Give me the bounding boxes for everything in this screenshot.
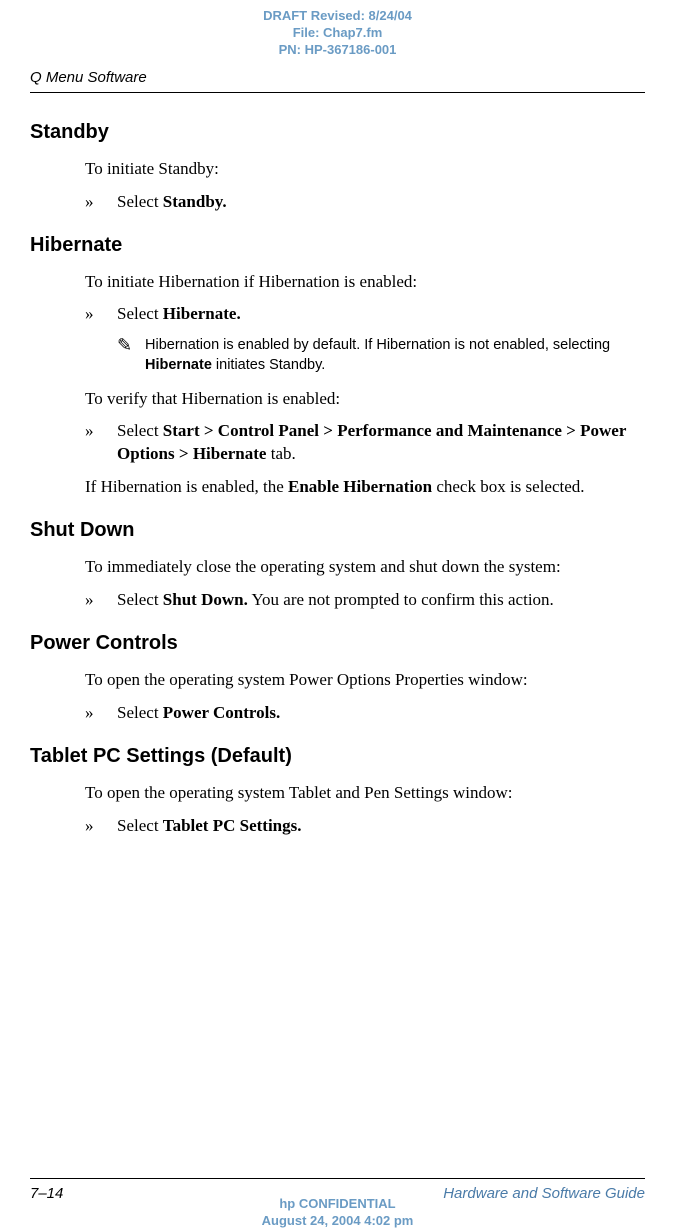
confidential-footer: hp CONFIDENTIAL August 24, 2004 4:02 pm (0, 1196, 675, 1232)
bullet-marker: » (85, 303, 117, 326)
tablet-pc-intro: To open the operating system Tablet and … (85, 782, 645, 805)
tablet-pc-bullet-text: Select Tablet PC Settings. (117, 815, 645, 838)
confidential-line-1: hp CONFIDENTIAL (0, 1196, 675, 1213)
tablet-pc-bullet: » Select Tablet PC Settings. (85, 815, 645, 838)
standby-bullet-text: Select Standby. (117, 191, 645, 214)
hibernate-enabled-text: If Hibernation is enabled, the Enable Hi… (85, 476, 645, 499)
hibernate-verify-bullet: » Select Start > Control Panel > Perform… (85, 420, 645, 466)
pencil-icon: ✎ (117, 336, 145, 375)
hibernate-note-text: Hibernation is enabled by default. If Hi… (145, 336, 645, 375)
standby-bullet: » Select Standby. (85, 191, 645, 214)
tablet-pc-heading: Tablet PC Settings (Default) (30, 745, 645, 768)
header-title: Q Menu Software (30, 69, 645, 86)
shutdown-bullet: » Select Shut Down. You are not prompted… (85, 589, 645, 612)
power-controls-heading: Power Controls (30, 632, 645, 655)
shutdown-heading: Shut Down (30, 519, 645, 542)
power-controls-bullet-text: Select Power Controls. (117, 702, 645, 725)
standby-intro: To initiate Standby: (85, 158, 645, 181)
hibernate-verify-intro: To verify that Hibernation is enabled: (85, 388, 645, 411)
hibernate-intro: To initiate Hibernation if Hibernation i… (85, 271, 645, 294)
draft-header: DRAFT Revised: 8/24/04 File: Chap7.fm PN… (0, 0, 675, 59)
bullet-marker: » (85, 420, 117, 466)
confidential-line-2: August 24, 2004 4:02 pm (0, 1213, 675, 1230)
bullet-marker: » (85, 191, 117, 214)
hibernate-bullet: » Select Hibernate. (85, 303, 645, 326)
shutdown-intro: To immediately close the operating syste… (85, 556, 645, 579)
draft-line-2: File: Chap7.fm (0, 25, 675, 42)
page-header: Q Menu Software (30, 69, 645, 93)
hibernate-verify-text: Select Start > Control Panel > Performan… (117, 420, 645, 466)
bullet-marker: » (85, 702, 117, 725)
hibernate-note: ✎ Hibernation is enabled by default. If … (117, 336, 645, 375)
bullet-marker: » (85, 815, 117, 838)
hibernate-heading: Hibernate (30, 234, 645, 257)
power-controls-intro: To open the operating system Power Optio… (85, 669, 645, 692)
standby-heading: Standby (30, 121, 645, 144)
bullet-marker: » (85, 589, 117, 612)
power-controls-bullet: » Select Power Controls. (85, 702, 645, 725)
draft-line-3: PN: HP-367186-001 (0, 42, 675, 59)
page-content: Standby To initiate Standby: » Select St… (0, 93, 675, 838)
draft-line-1: DRAFT Revised: 8/24/04 (0, 8, 675, 25)
hibernate-bullet-text: Select Hibernate. (117, 303, 645, 326)
shutdown-bullet-text: Select Shut Down. You are not prompted t… (117, 589, 645, 612)
